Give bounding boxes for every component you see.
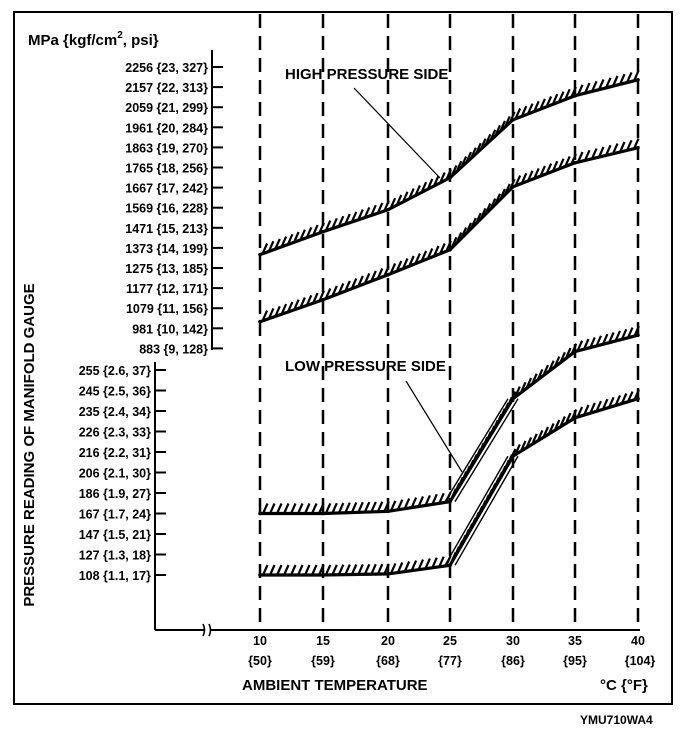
x-axis-title: AMBIENT TEMPERATURE xyxy=(242,677,428,694)
low-y-tick-label: 216 {2.2, 31} xyxy=(79,446,151,460)
figure-code: YMU710WA4 xyxy=(580,713,653,727)
axis-break-gap xyxy=(204,626,210,634)
data-point xyxy=(386,207,390,212)
data-point xyxy=(573,160,577,165)
data-point xyxy=(321,511,325,516)
series-hatching xyxy=(262,325,640,513)
data-point xyxy=(511,117,515,122)
data-point xyxy=(448,175,452,180)
unit-label: MPa {kgf/cm2, psi} xyxy=(28,30,159,49)
high-y-tick-label: 1177 {12, 171} xyxy=(126,282,208,296)
high-y-tick-label: 1667 {17, 242} xyxy=(125,182,208,196)
low-y-tick-label: 186 {1.9, 27} xyxy=(79,487,151,501)
low-y-tick-label: 245 {2.5, 36} xyxy=(79,385,151,399)
data-point xyxy=(386,272,390,277)
data-point xyxy=(573,349,577,354)
x-unit-label: °C {°F} xyxy=(600,677,648,694)
data-point xyxy=(258,511,262,516)
data-point xyxy=(321,573,325,577)
high-y-tick-label: 2256 {23, 327} xyxy=(125,61,208,75)
high-y-tick-label: 981 {10, 142} xyxy=(132,322,208,336)
data-point xyxy=(448,247,452,252)
data-point xyxy=(386,572,390,576)
data-point xyxy=(636,146,640,150)
high-y-tick-label: 1569 {16, 228} xyxy=(125,202,208,216)
x-tick-label-c: 10 xyxy=(253,634,267,648)
labels-group: 10 {50} 15 {59} 20 {68} 25 {77} 30 {86} 35 {95} 40 {1… xyxy=(79,61,656,668)
series-group xyxy=(258,70,640,577)
x-tick-label-c: 40 xyxy=(631,634,645,648)
data-point xyxy=(448,563,452,568)
series-hatching xyxy=(262,389,640,575)
x-tick-label-c: 20 xyxy=(381,634,395,648)
x-tick-label-c: 25 xyxy=(443,634,457,648)
low-y-tick-label: 226 {2.3, 33} xyxy=(79,426,151,440)
y-axis-title: PRESSURE READING OF MANIFOLD GAUGE xyxy=(21,283,38,606)
low-y-tick-label: 235 {2.4, 34} xyxy=(79,405,151,419)
data-point xyxy=(573,93,577,98)
axes xyxy=(154,50,640,637)
x-tick-label-c: 35 xyxy=(568,634,582,648)
x-tick-label-f: {104} xyxy=(625,654,656,668)
x-tick-label-f: {95} xyxy=(563,654,587,668)
x-tick-label-f: {86} xyxy=(501,654,525,668)
series-hatching xyxy=(262,138,640,321)
low-y-tick-label: 206 {2.1, 30} xyxy=(79,467,151,481)
low-y-tick-label: 167 {1.7, 24} xyxy=(79,508,151,522)
high-pressure-annotation: HIGH PRESSURE SIDE xyxy=(285,66,448,83)
high-y-tick-label: 1471 {15, 213} xyxy=(125,222,208,236)
data-point xyxy=(511,396,515,401)
x-tick-label-c: 30 xyxy=(506,634,520,648)
chart-border xyxy=(13,11,673,705)
series-edge-line xyxy=(454,398,519,502)
series-edge-line xyxy=(444,455,509,566)
x-tick-label-f: {77} xyxy=(438,654,462,668)
data-point xyxy=(511,184,515,189)
data-point xyxy=(258,573,262,577)
high-y-tick-label: 1373 {14, 199} xyxy=(125,242,208,256)
high-y-tick-label: 1275 {13, 185} xyxy=(125,262,208,276)
data-point xyxy=(636,396,640,401)
low-pressure-annotation: LOW PRESSURE SIDE xyxy=(285,358,446,375)
high-y-tick-label: 2059 {21, 299} xyxy=(125,101,208,115)
series-edge-line xyxy=(454,455,519,566)
series-low-upper xyxy=(258,325,640,516)
high-y-tick-label: 1765 {18, 256} xyxy=(125,162,208,176)
high-y-tick-label: 883 {9, 128} xyxy=(139,342,208,356)
low-pressure-pointer xyxy=(405,380,463,473)
series-hatching xyxy=(262,70,640,253)
x-tick-label-f: {50} xyxy=(248,654,272,668)
data-point xyxy=(636,77,640,82)
high-y-tick-label: 1961 {20, 284} xyxy=(125,121,208,135)
data-point xyxy=(258,252,262,257)
data-point xyxy=(511,454,515,458)
series-low-lower xyxy=(258,389,640,577)
data-point xyxy=(448,499,452,504)
series-high-lower xyxy=(258,138,640,324)
low-y-tick-label: 127 {1.3, 18} xyxy=(79,549,151,563)
high-y-tick-label: 1079 {11, 156} xyxy=(126,302,208,316)
series-edge-line xyxy=(444,398,509,502)
data-point xyxy=(573,416,577,420)
x-tick-label-f: {59} xyxy=(311,654,335,668)
high-y-tick-label: 1863 {19, 270} xyxy=(125,141,208,155)
series-high-upper xyxy=(258,70,640,257)
data-point xyxy=(386,509,390,514)
data-point xyxy=(636,333,640,337)
low-y-tick-label: 255 {2.6, 37} xyxy=(79,364,151,378)
low-y-tick-label: 108 {1.1, 17} xyxy=(79,569,151,583)
high-pressure-pointer xyxy=(353,87,441,179)
x-tick-label-c: 15 xyxy=(316,634,330,648)
x-tick-label-f: {68} xyxy=(376,654,400,668)
high-y-tick-label: 2157 {22, 313} xyxy=(125,81,208,95)
data-point xyxy=(258,319,262,324)
axis-break-icon xyxy=(202,623,212,637)
data-point xyxy=(321,297,325,302)
data-point xyxy=(321,229,325,234)
low-y-tick-label: 147 {1.5, 21} xyxy=(79,528,151,542)
x-gridlines xyxy=(258,14,640,630)
